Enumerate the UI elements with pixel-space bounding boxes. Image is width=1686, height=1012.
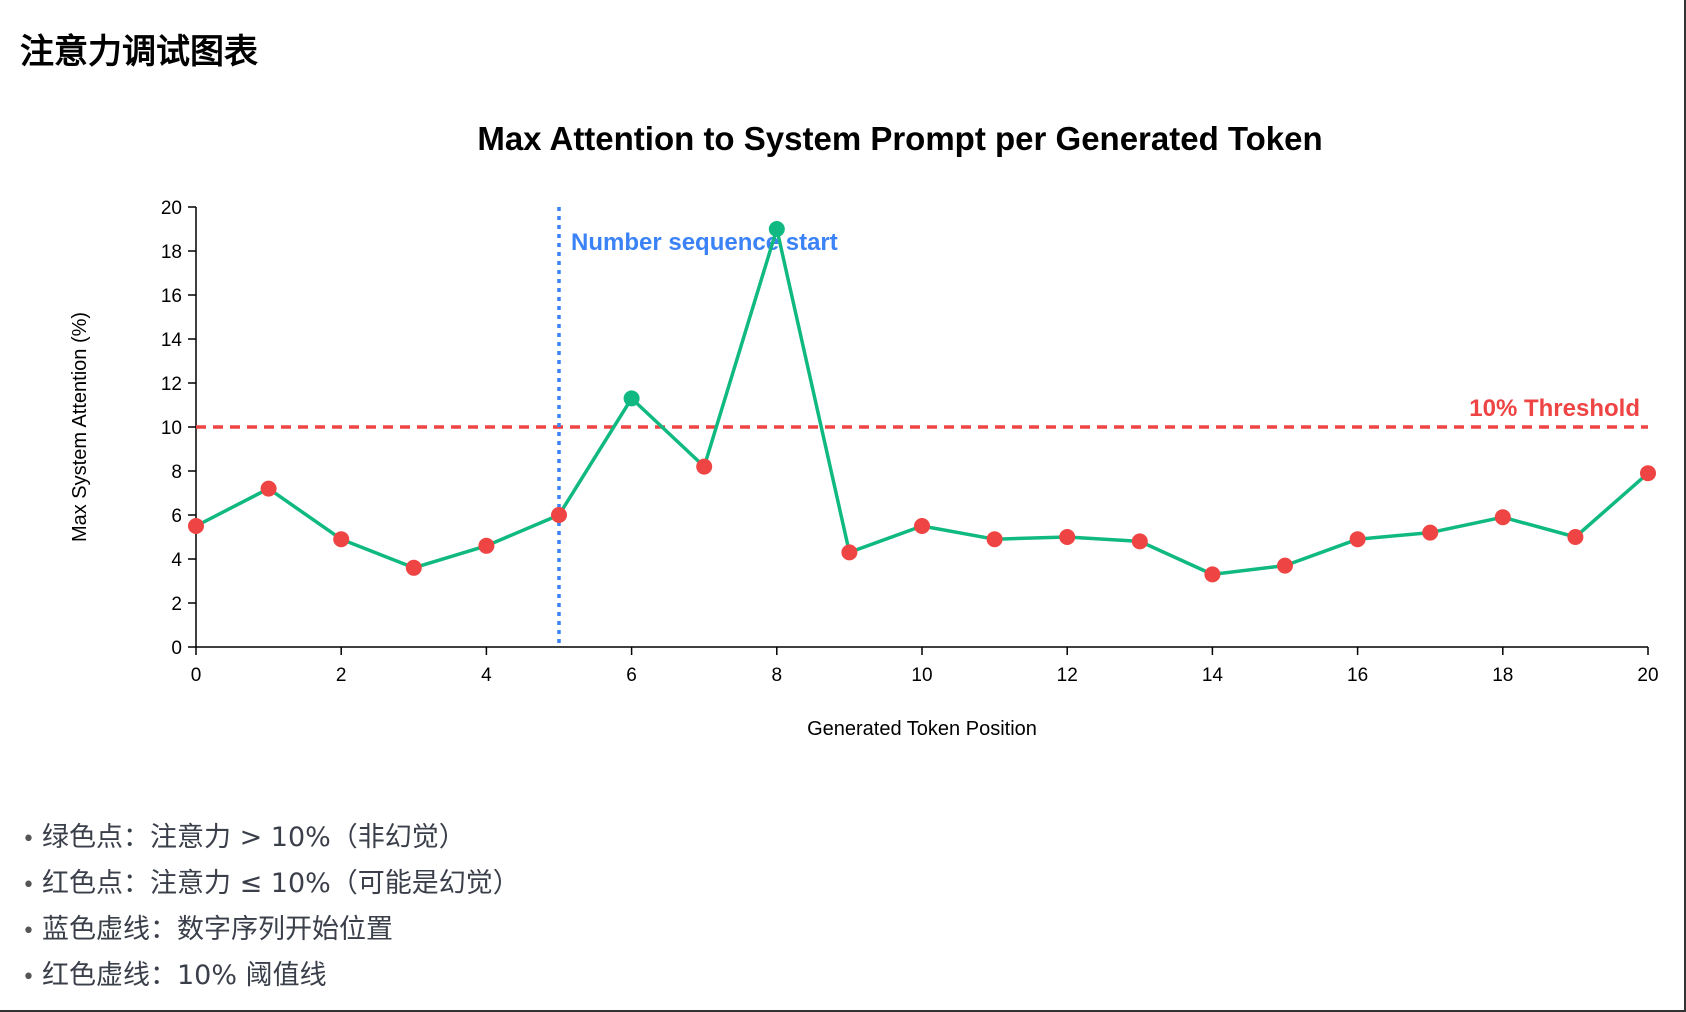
threshold-label: 10% Threshold [1469, 395, 1640, 422]
x-tick-label: 4 [481, 665, 492, 686]
bullet-icon: • [22, 827, 35, 852]
y-tick-label: 0 [171, 638, 182, 659]
y-axis-label: Max System Attention (%) [69, 312, 91, 542]
sequence-start-label: Number sequence start [571, 229, 838, 256]
y-tick-label: 8 [171, 462, 182, 483]
x-tick-label: 8 [772, 665, 783, 686]
x-axis-label: Generated Token Position [807, 718, 1037, 740]
data-point-below-threshold [1640, 465, 1656, 482]
chart-series [188, 221, 1656, 583]
y-tick-label: 12 [161, 374, 182, 395]
y-tick-label: 4 [171, 550, 182, 571]
y-tick-label: 6 [171, 506, 182, 527]
data-point-below-threshold [1131, 533, 1148, 550]
data-point-below-threshold [696, 458, 713, 475]
window-bottom-border [0, 1010, 1686, 1012]
x-tick-label: 14 [1202, 665, 1224, 686]
x-tick-label: 18 [1492, 665, 1513, 686]
data-point-below-threshold [986, 531, 1003, 548]
data-point-below-threshold [1422, 524, 1439, 541]
data-point-below-threshold [841, 544, 858, 561]
data-point-below-threshold [1277, 557, 1293, 574]
legend-item-red-dot: • 红色点：注意力 ≤ 10%（可能是幻觉） [22, 862, 520, 908]
data-point-below-threshold [1567, 529, 1584, 545]
page-title: 注意力调试图表 [20, 32, 258, 72]
data-point-below-threshold [1349, 531, 1366, 548]
data-point-below-threshold [260, 480, 277, 497]
x-tick-label: 6 [626, 665, 637, 686]
window-right-border [1684, 0, 1686, 1012]
legend-item-blue-dashed-line: • 蓝色虚线：数字序列开始位置 [22, 908, 520, 954]
legend-text: 红色虚线：10% 阈值线 [42, 960, 327, 991]
legend-item-red-dashed-line: • 红色虚线：10% 阈值线 [22, 954, 520, 1000]
data-point-below-threshold [1059, 529, 1076, 545]
y-tick-label: 20 [161, 198, 182, 219]
legend-text: 红色点：注意力 ≤ 10%（可能是幻觉） [42, 868, 520, 899]
data-point-below-threshold [405, 559, 422, 576]
y-tick-label: 2 [171, 594, 182, 615]
bullet-icon: • [22, 919, 35, 944]
attention-line-chart: Max Attention to System Prompt per Gener… [69, 120, 1659, 740]
chart-title: Max Attention to System Prompt per Gener… [477, 120, 1322, 157]
bullet-icon: • [22, 965, 35, 990]
x-tick-label: 16 [1347, 665, 1368, 686]
legend-list: • 绿色点：注意力 > 10%（非幻觉） • 红色点：注意力 ≤ 10%（可能是幻觉… [22, 816, 520, 1000]
y-tick-label: 10 [161, 418, 182, 439]
x-tick-label: 0 [191, 665, 202, 686]
y-tick-label: 14 [161, 330, 183, 351]
y-tick-label: 18 [161, 242, 182, 263]
data-point-below-threshold [333, 531, 350, 548]
x-tick-label: 10 [911, 665, 932, 686]
data-point-above-threshold [768, 221, 785, 237]
y-tick-label: 16 [161, 286, 182, 307]
x-tick-label: 20 [1637, 665, 1658, 686]
data-point-above-threshold [623, 390, 640, 407]
legend-item-green-dot: • 绿色点：注意力 > 10%（非幻觉） [22, 816, 520, 862]
data-point-below-threshold [478, 537, 495, 554]
x-tick-label: 12 [1057, 665, 1078, 686]
legend-text: 绿色点：注意力 > 10%（非幻觉） [42, 822, 466, 853]
x-tick-label: 2 [336, 665, 347, 686]
legend-text: 蓝色虚线：数字序列开始位置 [42, 914, 393, 945]
chart-axes: 0 2 4 6 8 10 12 14 16 18 20 0 2 4 6 8 10 12 14 16 18 20 [161, 198, 1659, 686]
data-point-below-threshold [1494, 509, 1511, 526]
chart-guides: 10% Threshold Number sequence start [196, 207, 1648, 647]
data-point-below-threshold [551, 507, 567, 523]
data-point-below-threshold [914, 518, 930, 534]
data-point-below-threshold [1204, 566, 1221, 583]
bullet-icon: • [22, 873, 35, 898]
data-point-below-threshold [188, 518, 204, 534]
